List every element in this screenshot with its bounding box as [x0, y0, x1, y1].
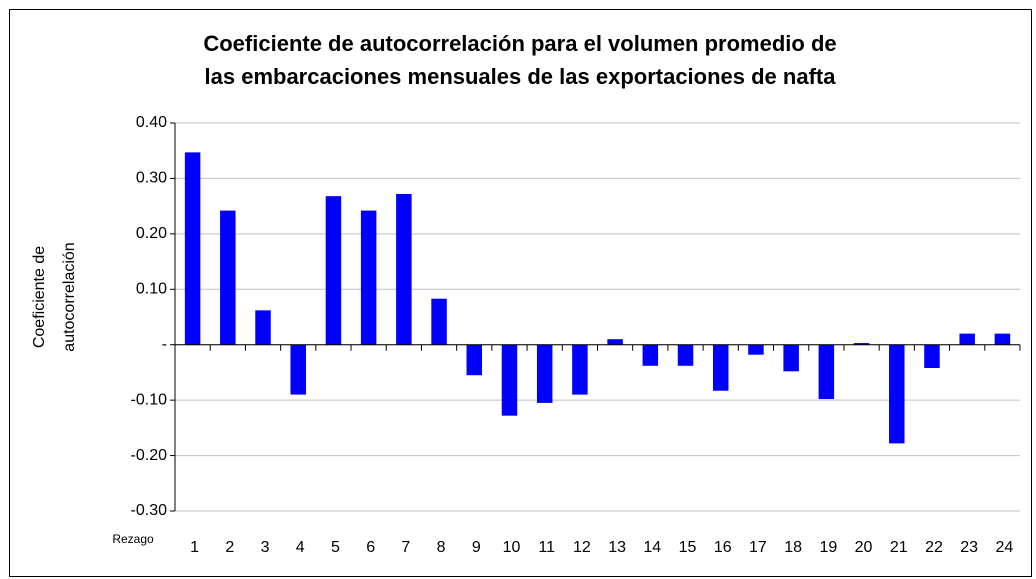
y-tick-label: -: [162, 336, 167, 353]
bar: [501, 344, 518, 416]
bar: [396, 193, 412, 345]
x-tick-label: 19: [819, 539, 837, 556]
bar: [290, 344, 306, 395]
x-tick-label: 5: [331, 539, 340, 556]
bar: [607, 339, 623, 345]
y-axis-label: autocorrelación: [61, 242, 78, 351]
bar: [889, 344, 905, 444]
bar: [677, 344, 694, 366]
chart-title: las embarcaciones mensuales de las expor…: [205, 64, 837, 89]
bar: [748, 344, 764, 355]
x-tick-label: 22: [925, 539, 943, 556]
bar: [959, 333, 975, 345]
bar: [994, 333, 1011, 345]
x-tick-label: 7: [401, 539, 410, 556]
bar: [466, 344, 483, 376]
x-tick-label: 11: [538, 539, 555, 556]
x-tick-label: 4: [296, 539, 305, 556]
x-tick-label: 12: [573, 539, 591, 556]
bar: [184, 152, 201, 345]
x-tick-label: 18: [784, 539, 802, 556]
x-tick-label: 8: [437, 539, 446, 556]
x-tick-label: 10: [503, 539, 521, 556]
y-tick-label: 0.40: [136, 114, 167, 131]
x-tick-label: 9: [472, 539, 481, 556]
x-tick-label: 23: [960, 539, 978, 556]
bar: [220, 210, 236, 345]
y-tick-label: -0.10: [131, 391, 168, 408]
bar: [712, 344, 729, 391]
x-tick-label: 17: [749, 539, 767, 556]
y-tick-label: -0.30: [131, 502, 168, 519]
bar: [325, 196, 342, 345]
x-tick-label: 13: [608, 539, 626, 556]
chart-frame: [9, 9, 1032, 577]
x-tick-label: 1: [190, 539, 199, 556]
y-tick-label: 0.10: [136, 281, 167, 298]
x-axis-label: Rezago: [112, 532, 154, 546]
x-tick-label: 20: [855, 539, 873, 556]
bar: [572, 344, 588, 395]
x-tick-label: 24: [995, 539, 1013, 556]
chart-title: Coeficiente de autocorrelación para el v…: [203, 31, 836, 56]
bar: [360, 210, 377, 345]
x-tick-label: 14: [643, 539, 661, 556]
x-tick-label: 3: [261, 539, 270, 556]
bar: [642, 344, 659, 366]
y-tick-label: 0.20: [136, 225, 167, 242]
y-axis-label: Coeficiente de: [31, 246, 48, 348]
bar: [536, 344, 553, 403]
bar: [431, 298, 447, 345]
y-tick-label: 0.30: [136, 170, 167, 187]
x-tick-label: 21: [890, 539, 908, 556]
bar: [255, 310, 271, 345]
bar: [924, 344, 940, 368]
x-tick-label: 16: [714, 539, 732, 556]
x-tick-label: 2: [225, 539, 234, 556]
bar: [818, 344, 835, 400]
x-tick-label: 15: [679, 539, 697, 556]
x-tick-label: 6: [366, 539, 375, 556]
y-tick-label: -0.20: [131, 447, 168, 464]
bar: [853, 343, 870, 345]
bar: [783, 344, 799, 372]
